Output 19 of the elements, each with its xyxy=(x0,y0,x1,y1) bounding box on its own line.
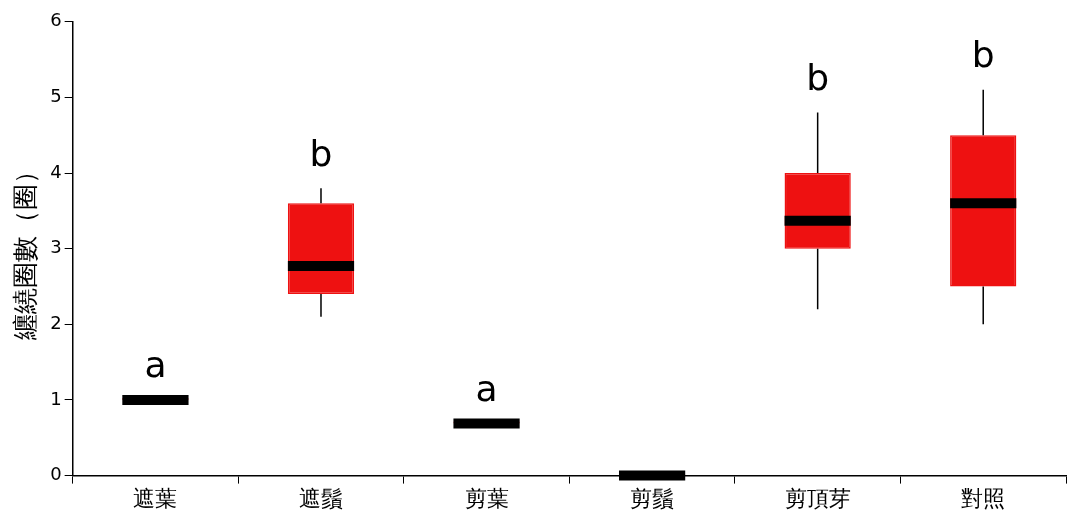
text: a xyxy=(475,367,498,409)
y-axis-title: 纏繞圈數（圈） xyxy=(10,157,41,341)
x-tick-label: 對照 xyxy=(961,485,1006,511)
y-tick-label: 2 xyxy=(50,312,62,334)
x-tick-label: 剪頂芽 xyxy=(784,485,851,511)
y-tick-label: 5 xyxy=(50,85,62,107)
text: b xyxy=(971,34,995,76)
y-tick-label: 4 xyxy=(50,160,62,182)
x-tick-label: 遮鬚 xyxy=(298,485,343,511)
text: a xyxy=(144,344,167,386)
text: b xyxy=(806,56,830,98)
y-tick-label: 1 xyxy=(50,387,62,409)
y-tick-label: 6 xyxy=(50,9,62,31)
text: b xyxy=(309,132,333,174)
x-tick-label: 剪葉 xyxy=(464,485,509,511)
y-tick-label: 0 xyxy=(50,463,62,485)
x-tick-label: 剪鬚 xyxy=(630,485,675,511)
y-tick-label: 3 xyxy=(50,236,62,258)
x-tick-label: 遮葉 xyxy=(133,485,178,511)
